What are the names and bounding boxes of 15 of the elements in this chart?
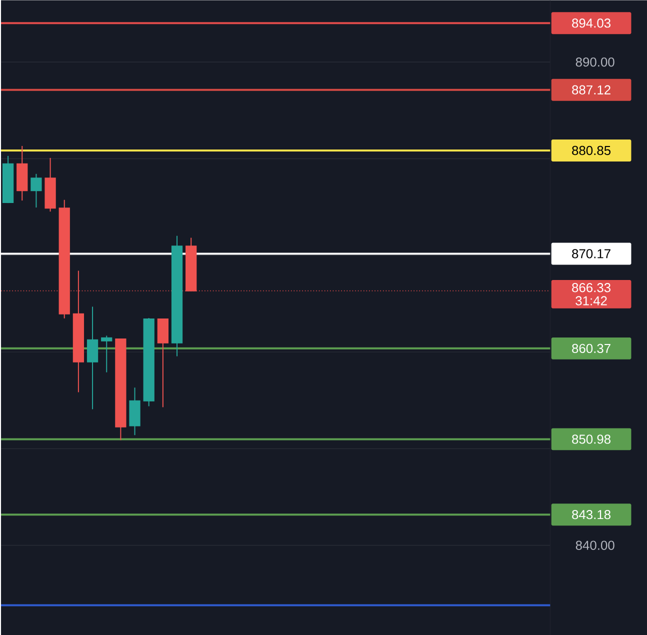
candlestick — [101, 334, 112, 373]
ref-line-label: 894.03 — [572, 18, 610, 28]
text: 31:42 — [576, 296, 607, 306]
ref-line-label: 866.33 — [572, 282, 610, 292]
candlestick — [30, 173, 42, 208]
candlestick — [86, 306, 98, 410]
y-tick-label: 890.00 — [576, 57, 614, 66]
ref-line-label: 843.18 — [572, 510, 610, 519]
ref-line-label: 887.12 — [572, 85, 610, 94]
y-tick-label: 840.00 — [576, 540, 614, 550]
ref-line-label: 870.17 — [572, 248, 610, 258]
ref-line-label: 860.37 — [572, 344, 610, 353]
ref-line-label: 850.98 — [572, 434, 610, 444]
candlestick — [157, 318, 168, 408]
ref-line-label: 880.85 — [572, 146, 611, 155]
